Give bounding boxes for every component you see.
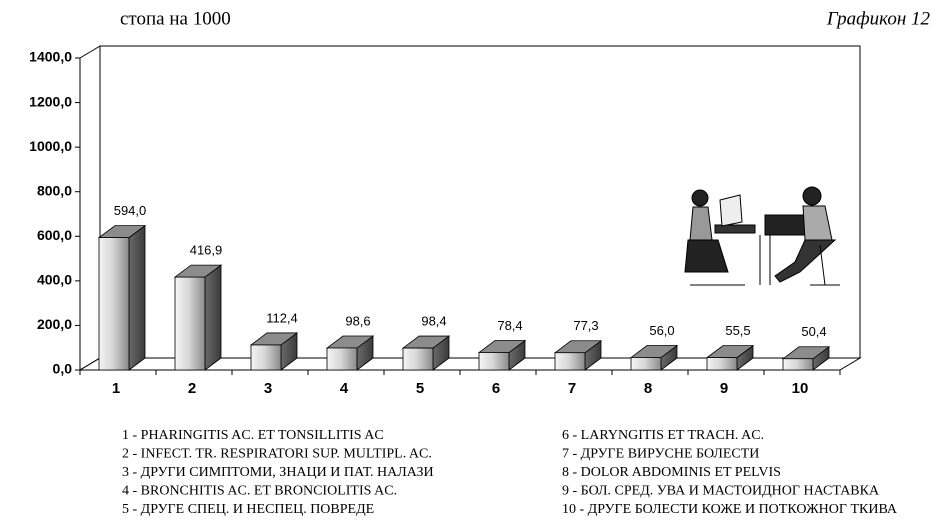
value-label: 594,0 (114, 203, 147, 218)
bar (401, 335, 451, 371)
value-label: 56,0 (649, 323, 674, 338)
bar-face (478, 352, 510, 371)
floor (78, 357, 862, 371)
x-tick-label: 1 (112, 380, 120, 397)
bar-face (326, 347, 358, 371)
x-tick-label: 10 (792, 380, 809, 397)
value-label: 112,4 (266, 310, 298, 325)
y-tick-label: 0,0 (53, 361, 73, 377)
x-tick-label: 5 (416, 380, 424, 397)
y-tick-label: 600,0 (37, 227, 72, 243)
y-tick-label: 1200,0 (29, 93, 72, 109)
legend-entry: 7 - ДРУГЕ ВИРУСНЕ БОЛЕСТИ (562, 447, 759, 462)
bar-face (782, 358, 814, 371)
bar (477, 339, 527, 371)
chart-title: Графикон 12 (826, 8, 931, 29)
y-tick-label: 200,0 (37, 316, 72, 332)
x-tick-label: 7 (568, 380, 576, 397)
bar (173, 264, 223, 371)
legend-entry: 6 - LARYNGITIS ET TRACH. AC. (562, 428, 764, 443)
legend-entry: 4 - BRONCHITIS AC. ET BRONCIOLITIS AC. (122, 484, 397, 499)
legend-entry: 1 - PHARINGITIS AC. ET TONSILLITIS AC (122, 428, 384, 443)
x-tick-label: 4 (340, 380, 349, 397)
bar-face (174, 276, 206, 371)
bar-face (98, 237, 130, 371)
bar (629, 344, 679, 371)
x-tick-label: 2 (188, 380, 196, 397)
value-label: 55,5 (725, 323, 750, 338)
bar (97, 224, 147, 371)
legend-entry: 5 - ДРУГЕ СПЕЦ. И НЕСПЕЦ. ПОВРЕДЕ (122, 502, 374, 517)
bar (705, 344, 755, 371)
value-label: 77,3 (573, 318, 598, 333)
legend-entry: 3 - ДРУГИ СИМПТОМИ, ЗНАЦИ И ПАТ. НАЛАЗИ (122, 465, 434, 480)
bar-face (554, 352, 586, 371)
value-label: 98,6 (345, 313, 370, 328)
value-label: 416,9 (190, 243, 223, 258)
x-tick-label: 6 (492, 380, 500, 397)
value-label: 50,4 (801, 324, 826, 339)
y-tick-label: 1400,0 (29, 49, 72, 65)
bar (553, 339, 603, 371)
bar-face (250, 344, 282, 371)
value-label: 98,4 (421, 314, 446, 329)
bar (781, 345, 831, 371)
y-tick-label: 1000,0 (29, 138, 72, 154)
bar-face (402, 347, 434, 371)
bar-face (128, 224, 146, 371)
legend-entry: 9 - БОЛ. СРЕД. УВА И МАСТОИДНОГ НАСТАВКА (562, 484, 880, 499)
bar (325, 335, 375, 371)
illustration (684, 186, 840, 286)
legend-entry: 8 - DOLOR ABDOMINIS ET PELVIS (562, 465, 781, 480)
x-tick-label: 3 (264, 380, 272, 397)
bar-face (706, 357, 738, 371)
wall-edge (79, 45, 101, 59)
x-tick-label: 9 (720, 380, 728, 397)
x-tick-label: 8 (644, 380, 652, 397)
bar (249, 332, 299, 371)
chart-subtitle: стопа на 1000 (120, 8, 231, 29)
value-label: 78,4 (497, 318, 522, 333)
bar-face (204, 264, 222, 371)
legend-entry: 10 - ДРУГЕ БОЛЕСТИ КОЖЕ И ПОТКОЖНОГ ТКИВ… (562, 502, 898, 517)
bar-face (630, 357, 662, 371)
y-tick-label: 800,0 (37, 182, 72, 198)
legend-entry: 2 - INFECT. TR. RESPIRATORI SUP. MULTIPL… (122, 447, 432, 462)
y-tick-label: 400,0 (37, 272, 72, 288)
